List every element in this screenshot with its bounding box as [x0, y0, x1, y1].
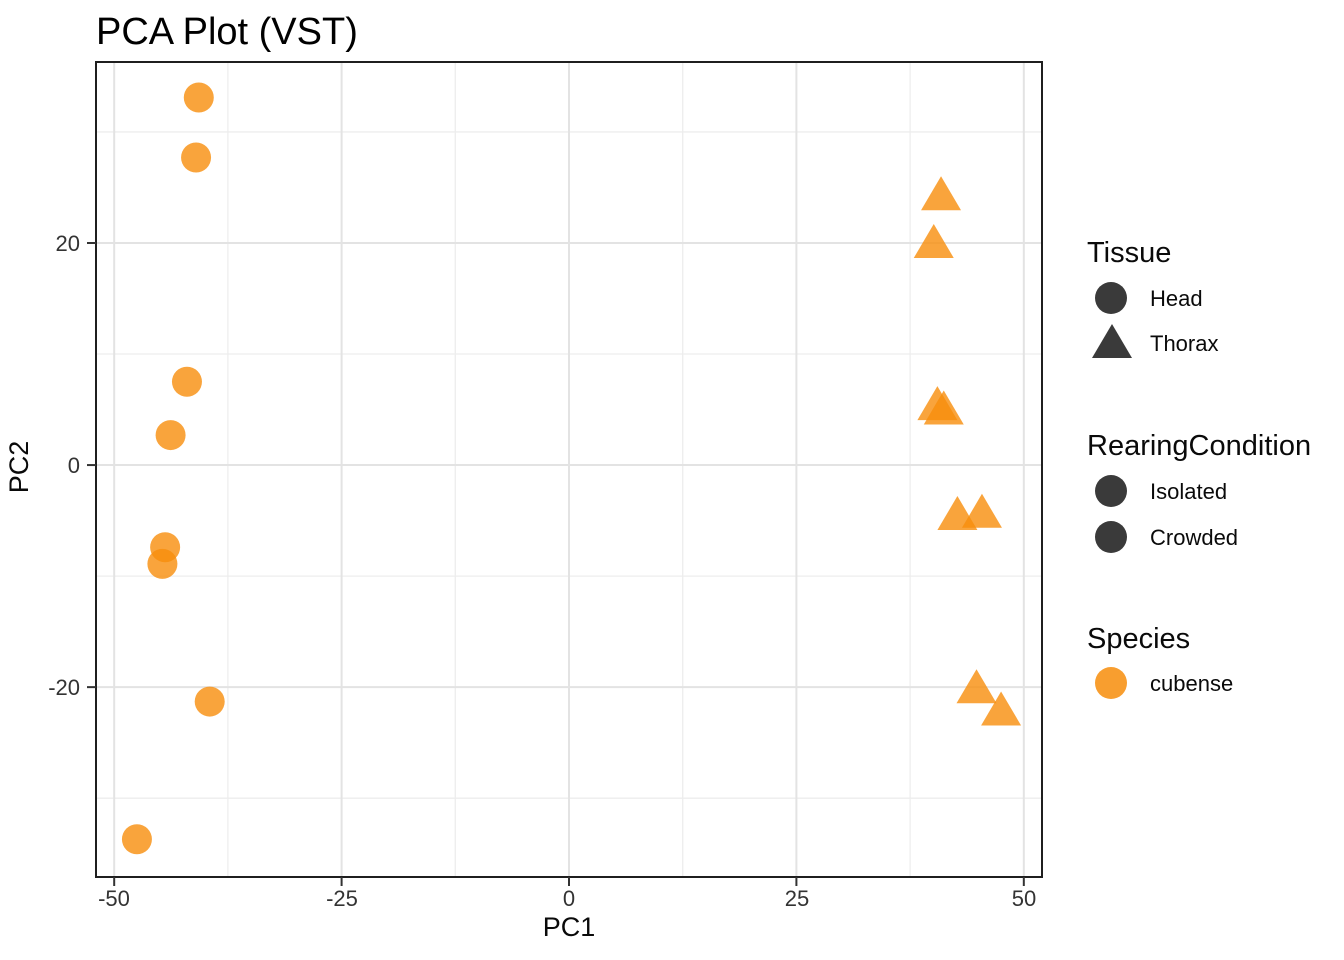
legend-label-cubense: cubense	[1150, 671, 1233, 696]
x-axis-tick-labels: -50 -25 0 25 50	[98, 886, 1036, 911]
data-point-thorax-triangle	[961, 493, 1002, 528]
data-point-thorax-triangle	[921, 176, 962, 211]
x-tick-label: -25	[326, 886, 358, 911]
gridlines	[96, 62, 1042, 877]
legend-label-crowded: Crowded	[1150, 525, 1238, 550]
legend-key-isolated-circle-icon	[1095, 475, 1127, 507]
data-point-head-circle	[147, 548, 178, 579]
x-tick-label: 0	[563, 886, 575, 911]
data-point-head-circle	[155, 420, 186, 451]
legend-label-head: Head	[1150, 286, 1203, 311]
data-point-thorax-triangle	[913, 223, 954, 258]
legend-title-rearing-condition: RearingCondition	[1087, 430, 1311, 462]
legend-key-crowded-circle-icon	[1095, 521, 1127, 553]
data-point-head-circle	[181, 142, 212, 173]
y-axis-tick-labels: 20 0 -20	[48, 231, 80, 700]
x-tick-label: -50	[98, 886, 130, 911]
data-point-head-circle	[183, 82, 214, 113]
data-point-head-circle	[194, 686, 225, 717]
legend-label-isolated: Isolated	[1150, 479, 1227, 504]
data-point-head-circle	[121, 824, 152, 855]
data-point-thorax-triangle	[981, 691, 1022, 726]
data-points	[121, 82, 1022, 855]
y-tick-label: 20	[56, 231, 80, 256]
legend-key-head-circle-icon	[1095, 282, 1127, 314]
axis-tick-marks	[87, 241, 1025, 886]
data-point-head-circle	[171, 366, 202, 397]
data-point-thorax-triangle	[956, 669, 997, 704]
data-point-thorax-triangle	[923, 390, 964, 425]
legend-title-species: Species	[1087, 623, 1190, 655]
plot-title: PCA Plot (VST)	[96, 11, 358, 53]
x-axis-label: PC1	[543, 912, 596, 942]
legend-key-thorax-triangle-icon	[1092, 324, 1132, 358]
x-tick-label: 25	[785, 886, 809, 911]
legend: Tissue Head Thorax RearingCondition Isol…	[1087, 237, 1311, 699]
y-tick-label: 0	[68, 453, 80, 478]
legend-title-tissue: Tissue	[1087, 237, 1171, 269]
x-tick-label: 50	[1012, 886, 1036, 911]
y-axis-label: PC2	[4, 441, 34, 494]
legend-label-thorax: Thorax	[1150, 331, 1218, 356]
y-tick-label: -20	[48, 675, 80, 700]
legend-key-cubense-circle-icon	[1095, 667, 1127, 699]
